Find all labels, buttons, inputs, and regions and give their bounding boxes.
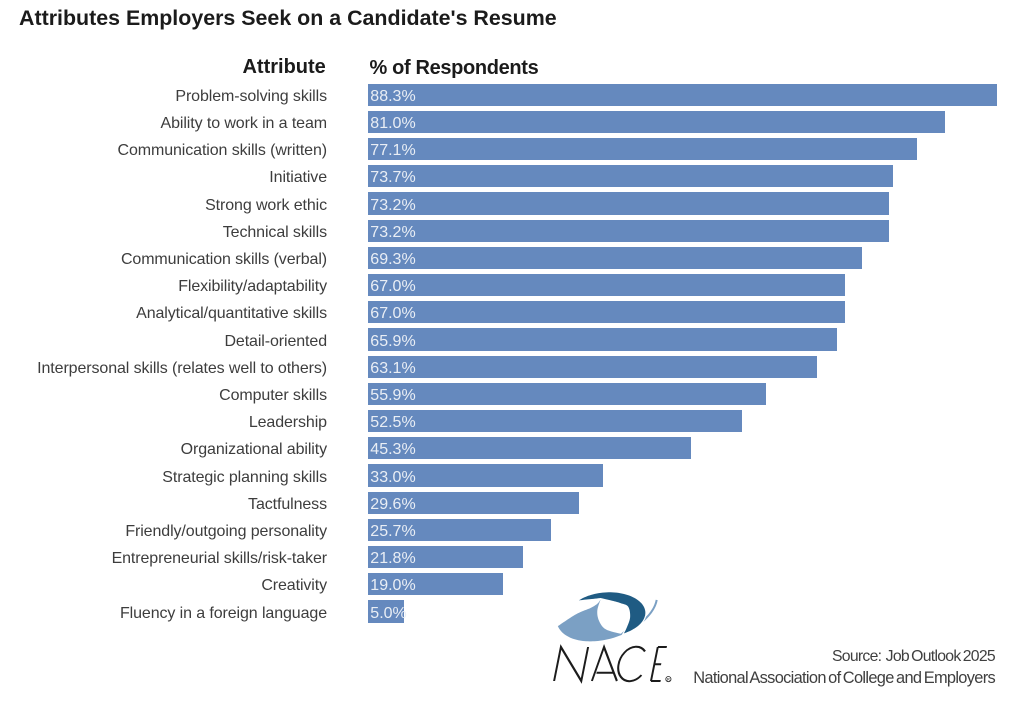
svg-text:R: R [667, 677, 670, 682]
